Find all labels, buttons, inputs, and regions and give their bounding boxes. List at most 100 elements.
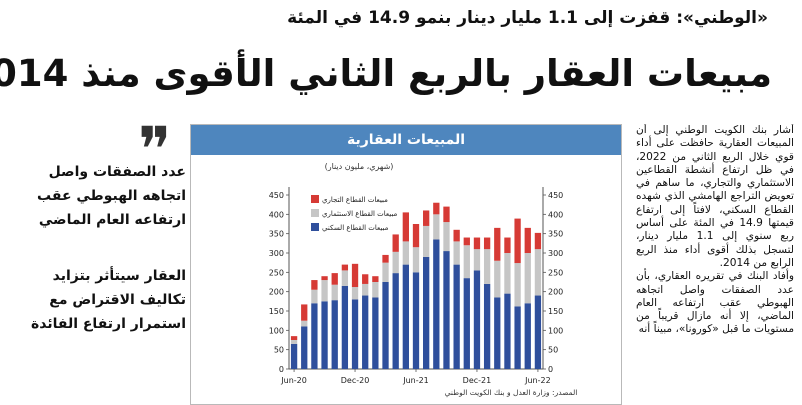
unit-label: (شهري، مليون دينار) (325, 162, 394, 171)
x-tick-label: Jun-20 (280, 376, 307, 385)
bar-segment-residential (362, 295, 369, 369)
bar-segment-residential (351, 299, 359, 369)
bar-segment-residential (494, 297, 501, 369)
bar-segment-commercial (463, 237, 470, 246)
bar-segment-commercial (290, 336, 298, 340)
bar-segment-investment (362, 283, 369, 296)
legend-label: مبيعات القطاع الاستثماري (322, 210, 398, 218)
bar-segment-residential (463, 278, 470, 369)
bar-segment-commercial (443, 206, 450, 223)
bar-segment-residential (331, 300, 338, 369)
y-tick-label-left: 300 (269, 249, 284, 258)
bar-segment-residential (473, 270, 481, 369)
bar-segment-residential (534, 295, 542, 369)
bar-segment-residential (382, 282, 389, 369)
pull-quote-1: عدد الصفقات واصل اتجاهه الهبوطي عقب ارتف… (37, 164, 186, 228)
bar-segment-commercial (504, 237, 511, 253)
bar-segment-residential (311, 303, 318, 369)
y-tick-label-left: 50 (274, 346, 284, 355)
article-kicker: «الوطني»: قفزت إلى 1.1 مليار دينار بنمو … (287, 8, 768, 28)
bar-segment-residential (372, 297, 379, 369)
bar-segment-investment (534, 249, 542, 296)
legend-swatch (311, 223, 319, 231)
legend-label: مبيعات القطاع السكني (322, 224, 389, 232)
y-tick-label-right: 300 (548, 249, 563, 258)
bar-segment-commercial (311, 280, 318, 290)
bar-segment-commercial (321, 276, 328, 281)
bar-segment-commercial (382, 254, 389, 263)
bar-segment-commercial (331, 273, 338, 285)
bar-segment-investment (453, 241, 460, 265)
y-tick-label-left: 450 (269, 191, 284, 200)
bar-segment-investment (463, 245, 470, 279)
y-tick-label-right: 450 (548, 191, 563, 200)
bar-segment-investment (301, 320, 308, 327)
bar-segment-investment (514, 263, 521, 307)
bar-segment-residential (402, 264, 409, 369)
quote-mark-icon: ❞ (138, 113, 172, 186)
y-tick-label-right: 200 (548, 288, 563, 297)
bar-segment-commercial (392, 234, 399, 252)
bar-segment-residential (433, 239, 440, 369)
bar-segment-residential (423, 256, 430, 369)
pull-quote-2: العقار سيتأثر بتزايد تكاليف الاقتراض مع … (31, 268, 186, 332)
y-tick-label-right: 350 (548, 230, 563, 239)
bar-segment-commercial (524, 227, 531, 253)
bar-segment-commercial (362, 274, 369, 284)
bar-segment-residential (301, 326, 308, 369)
bar-segment-commercial (301, 304, 308, 321)
bar-segment-investment (402, 241, 409, 265)
y-tick-label-left: 200 (269, 288, 284, 297)
bar-segment-investment (524, 253, 531, 304)
x-tick-label: Jun-21 (402, 376, 429, 385)
bar-segment-investment (473, 249, 481, 271)
bar-segment-investment (331, 284, 338, 301)
bar-segment-investment (392, 251, 399, 274)
bar-segment-commercial (534, 232, 542, 250)
bar-segment-residential (504, 293, 511, 369)
y-tick-label-left: 350 (269, 230, 284, 239)
bar-segment-investment (382, 262, 389, 282)
legend-swatch (311, 209, 319, 217)
y-tick-label-right: 400 (548, 210, 563, 219)
bar-segment-commercial (453, 229, 460, 242)
bar-segment-residential (392, 273, 399, 369)
bar-segment-commercial (412, 224, 420, 248)
bar-segment-commercial (514, 218, 521, 264)
bar-segment-residential (443, 251, 450, 369)
bar-segment-commercial (433, 202, 440, 215)
article-body: أشار بنك الكويت الوطني إلى أن المبيعات ا… (636, 124, 794, 405)
bar-segment-investment (311, 289, 318, 304)
y-tick-label-left: 100 (269, 326, 284, 335)
bar-segment-investment (494, 260, 501, 298)
bar-segment-investment (341, 270, 349, 286)
chart-source: المصدر: وزارة العدل و بنك الكويت الوطني (445, 388, 578, 397)
bar-segment-residential (341, 285, 349, 369)
y-tick-label-right: 50 (548, 346, 558, 355)
bar-segment-commercial (494, 227, 501, 261)
chart-panel: المبيعات العقارية (شهري، مليون دينار) 0 0 5… (190, 124, 622, 405)
bar-segment-investment (423, 225, 430, 257)
bar-segment-residential (453, 264, 460, 369)
y-tick-label-left: 150 (269, 307, 284, 316)
x-tick-label: Dec-21 (463, 376, 492, 385)
bar-segment-investment (443, 222, 450, 252)
y-tick-label-left: 400 (269, 210, 284, 219)
x-tick-label: Jun-22 (524, 376, 551, 385)
bar-segment-commercial (351, 263, 359, 288)
bar-segment-commercial (372, 276, 379, 282)
bar-segment-residential (321, 301, 328, 369)
bar-segment-investment (351, 287, 359, 300)
bar-segment-commercial (341, 264, 349, 271)
bar-segment-investment (321, 280, 328, 302)
chart-title: المبيعات العقارية (191, 125, 621, 155)
legend-swatch (311, 195, 319, 203)
article-headline: مبيعات العقار بالربع الثاني الأقوى منذ 2… (0, 52, 773, 95)
bar-segment-investment (290, 340, 298, 344)
bar-segment-investment (483, 249, 491, 284)
bar-segment-commercial (473, 237, 481, 250)
bar-segment-investment (412, 247, 420, 273)
legend-label: مبيعات القطاع التجاري (322, 196, 388, 204)
bar-segment-residential (412, 272, 420, 369)
bar-segment-investment (504, 253, 511, 294)
